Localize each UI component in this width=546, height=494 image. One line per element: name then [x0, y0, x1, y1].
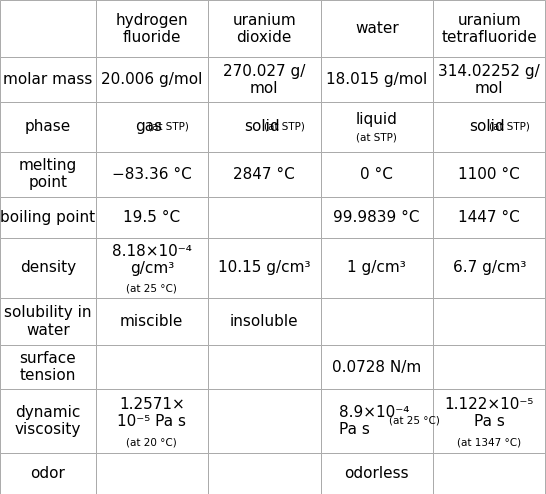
Text: (at 20 °C): (at 20 °C) [127, 438, 177, 448]
Text: 10.15 g/cm³: 10.15 g/cm³ [218, 260, 311, 276]
Text: (at STP): (at STP) [489, 122, 530, 132]
Text: 1 g/cm³: 1 g/cm³ [347, 260, 406, 276]
Bar [321, 298, 433, 345]
Text: 2847 °C: 2847 °C [233, 167, 295, 182]
Bar [433, 152, 545, 197]
Bar [0, 57, 96, 102]
Bar [321, 453, 433, 494]
Text: 8.18×10⁻⁴
g/cm³: 8.18×10⁻⁴ g/cm³ [112, 244, 192, 276]
Bar [433, 102, 545, 152]
Bar [208, 102, 321, 152]
Bar [96, 453, 208, 494]
Text: dynamic
viscosity: dynamic viscosity [15, 405, 81, 437]
Text: 1100 °C: 1100 °C [458, 167, 520, 182]
Bar [0, 102, 96, 152]
Bar [96, 238, 208, 298]
Bar [0, 0, 96, 57]
Text: density: density [20, 260, 76, 276]
Text: solid: solid [244, 120, 280, 134]
Text: miscible: miscible [120, 314, 183, 329]
Text: 1.2571×
10⁻⁵ Pa s: 1.2571× 10⁻⁵ Pa s [117, 397, 186, 429]
Text: 19.5 °C: 19.5 °C [123, 209, 180, 225]
Text: 1447 °C: 1447 °C [458, 209, 520, 225]
Bar [433, 238, 545, 298]
Bar [208, 152, 321, 197]
Bar [96, 102, 208, 152]
Text: 18.015 g/mol: 18.015 g/mol [326, 72, 428, 87]
Bar [208, 298, 321, 345]
Text: solubility in
water: solubility in water [4, 305, 92, 337]
Text: uranium
dioxide: uranium dioxide [233, 12, 296, 45]
Bar [96, 298, 208, 345]
Text: solid: solid [469, 120, 505, 134]
Bar [0, 389, 96, 453]
Bar [321, 0, 433, 57]
Bar [0, 152, 96, 197]
Bar [0, 453, 96, 494]
Bar [433, 57, 545, 102]
Bar [0, 345, 96, 389]
Bar [0, 197, 96, 238]
Bar [321, 57, 433, 102]
Bar [433, 0, 545, 57]
Text: molar mass: molar mass [3, 72, 92, 87]
Text: uranium
tetrafluoride: uranium tetrafluoride [441, 12, 537, 45]
Bar [433, 197, 545, 238]
Text: boiling point: boiling point [0, 209, 96, 225]
Text: 99.9839 °C: 99.9839 °C [334, 209, 420, 225]
Text: 314.02252 g/
mol: 314.02252 g/ mol [438, 64, 540, 96]
Text: 8.9×10⁻⁴
Pa s: 8.9×10⁻⁴ Pa s [339, 405, 410, 437]
Bar [321, 238, 433, 298]
Bar [96, 389, 208, 453]
Bar [321, 152, 433, 197]
Text: 6.7 g/cm³: 6.7 g/cm³ [453, 260, 526, 276]
Bar [433, 453, 545, 494]
Text: 20.006 g/mol: 20.006 g/mol [101, 72, 203, 87]
Text: (at STP): (at STP) [264, 122, 305, 132]
Bar [433, 298, 545, 345]
Bar [321, 389, 433, 453]
Text: 0 °C: 0 °C [360, 167, 393, 182]
Bar [433, 345, 545, 389]
Bar [433, 389, 545, 453]
Bar [208, 389, 321, 453]
Bar [208, 0, 321, 57]
Text: water: water [355, 21, 399, 36]
Text: hydrogen
fluoride: hydrogen fluoride [115, 12, 188, 45]
Bar [0, 238, 96, 298]
Text: odor: odor [31, 466, 65, 481]
Text: gas: gas [135, 120, 162, 134]
Text: liquid: liquid [356, 112, 397, 127]
Bar [208, 197, 321, 238]
Bar [96, 345, 208, 389]
Text: (at 1347 °C): (at 1347 °C) [457, 438, 521, 448]
Bar [208, 57, 321, 102]
Text: (at 25 °C): (at 25 °C) [389, 416, 440, 426]
Bar [321, 197, 433, 238]
Text: (at 25 °C): (at 25 °C) [126, 284, 177, 293]
Text: surface
tension: surface tension [20, 351, 76, 383]
Bar [208, 345, 321, 389]
Bar [321, 102, 433, 152]
Text: phase: phase [25, 120, 71, 134]
Text: 270.027 g/
mol: 270.027 g/ mol [223, 64, 305, 96]
Text: odorless: odorless [345, 466, 409, 481]
Text: 1.122×10⁻⁵
Pa s: 1.122×10⁻⁵ Pa s [444, 397, 534, 429]
Bar [96, 0, 208, 57]
Bar [0, 298, 96, 345]
Text: (at STP): (at STP) [148, 122, 189, 132]
Bar [321, 345, 433, 389]
Text: 0.0728 N/m: 0.0728 N/m [332, 360, 422, 374]
Text: insoluble: insoluble [230, 314, 299, 329]
Bar [208, 453, 321, 494]
Bar [208, 238, 321, 298]
Bar [96, 152, 208, 197]
Bar [96, 57, 208, 102]
Text: melting
point: melting point [19, 158, 77, 191]
Text: −83.36 °C: −83.36 °C [112, 167, 192, 182]
Bar [96, 197, 208, 238]
Text: (at STP): (at STP) [357, 133, 397, 143]
